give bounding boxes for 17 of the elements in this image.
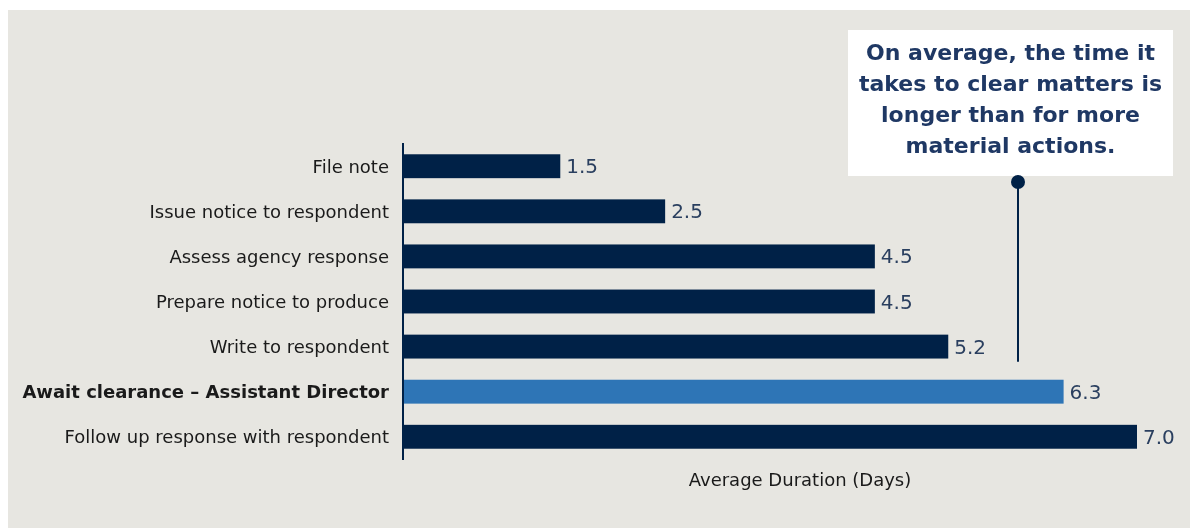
annotation: On average, the time it takes to clear matters is longer than for more material actions. — [858, 40, 1163, 158]
x-axis-title: Average Duration (Days) — [688, 469, 912, 490]
y-tick-label: Write to respondent — [209, 335, 389, 357]
y-tick-label: Issue notice to respondent — [149, 200, 389, 222]
y-tick-label: Assess agency response — [169, 245, 389, 267]
data-label: 4.5 — [880, 289, 913, 314]
data-label: 5.2 — [954, 334, 987, 359]
y-tick-label: File note — [312, 155, 389, 177]
data-label: 1.5 — [566, 154, 599, 179]
bar — [403, 379, 1064, 404]
y-tick-label: Prepare notice to produce — [155, 290, 389, 312]
y-tick-label: Follow up response with respondent — [64, 426, 389, 448]
data-label: 2.5 — [671, 199, 703, 224]
data-label: 7.0 — [1143, 424, 1175, 449]
y-tick-label: Await clearance – Assistant Director — [22, 380, 390, 402]
data-label: 6.3 — [1069, 379, 1102, 404]
data-label: 4.5 — [880, 244, 913, 269]
